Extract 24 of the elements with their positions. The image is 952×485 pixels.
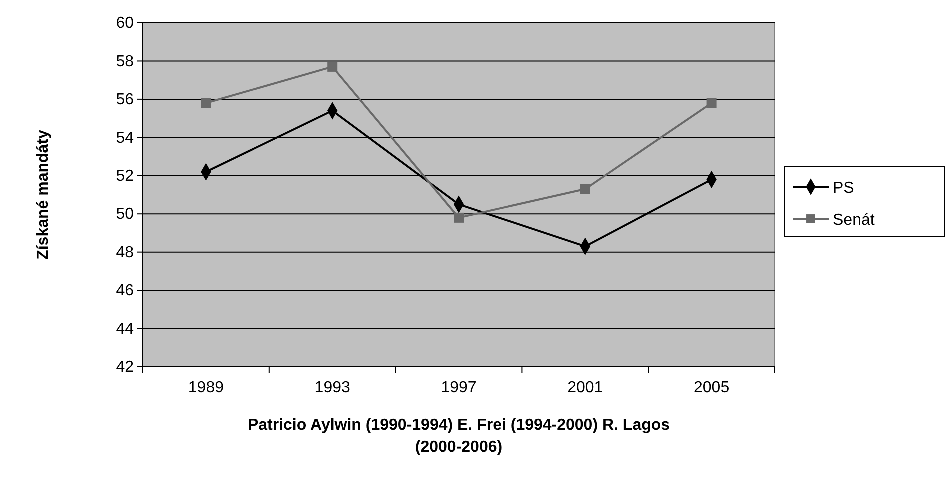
y-tick-label: 56 bbox=[116, 92, 134, 109]
y-tick-label: 60 bbox=[116, 15, 134, 32]
y-tick-label: 54 bbox=[116, 130, 134, 147]
x-tick-label: 2005 bbox=[694, 379, 730, 396]
x-axis-title: Patricio Aylwin (1990-1994) E. Frei (1994-2000) R. Lagos (2000-2006) bbox=[248, 417, 670, 456]
x-tick-label: 1997 bbox=[441, 379, 477, 396]
x-tick-label: 1989 bbox=[188, 379, 224, 396]
x-tick-label: 1993 bbox=[314, 379, 350, 396]
point bbox=[328, 62, 338, 72]
point bbox=[201, 98, 212, 108]
legend-label: Senát bbox=[833, 212, 876, 229]
point bbox=[706, 98, 717, 108]
y-tick-label: 52 bbox=[116, 168, 134, 186]
y-tick-label: 48 bbox=[116, 244, 134, 262]
x-tick-label: 2001 bbox=[568, 379, 604, 396]
y-axis-title: Získané mandáty bbox=[35, 130, 52, 260]
y-tick-label: 50 bbox=[116, 206, 134, 224]
y-tick-label: 42 bbox=[116, 359, 134, 376]
point bbox=[454, 212, 464, 223]
y-tick-label: 46 bbox=[116, 282, 134, 300]
legend-label: PS bbox=[833, 180, 854, 197]
point bbox=[580, 184, 590, 194]
y-tick-label: 44 bbox=[116, 320, 134, 338]
y-tick-label: 58 bbox=[116, 53, 134, 70]
